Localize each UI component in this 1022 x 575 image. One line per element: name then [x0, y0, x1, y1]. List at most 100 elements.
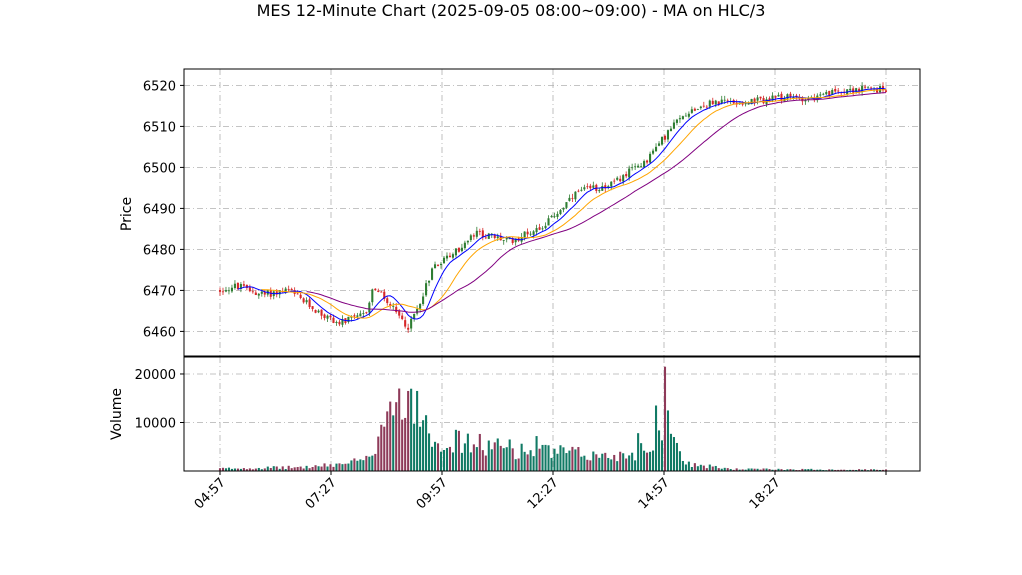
volume-bars: [218, 366, 888, 471]
candle-body: [852, 88, 855, 93]
volume-bar: [263, 468, 266, 471]
volume-bar: [395, 402, 398, 471]
candle-body: [825, 91, 828, 95]
volume-bar: [840, 469, 843, 471]
candle-body: [377, 290, 380, 292]
volume-bar: [505, 447, 508, 471]
candle-body: [657, 143, 661, 146]
volume-bar: [266, 466, 269, 471]
volume-bar: [254, 468, 257, 471]
candle-body: [714, 100, 717, 105]
volume-bar: [771, 469, 774, 471]
volume-bar: [622, 453, 625, 471]
candle-body: [425, 283, 428, 296]
candle-body: [221, 291, 225, 293]
volume-bar: [792, 469, 795, 471]
volume-bar: [218, 468, 222, 471]
volume-bar: [532, 456, 535, 471]
price-y-tick-label: 6510: [143, 120, 176, 135]
chart-title: MES 12-Minute Chart (2025-09-05 08:00~09…: [257, 1, 766, 20]
volume-bar: [855, 469, 858, 471]
volume-bar: [637, 433, 640, 471]
candle-body: [368, 302, 371, 313]
volume-bar: [454, 429, 457, 471]
volume-bar: [224, 468, 228, 471]
candle-body: [634, 166, 637, 168]
volume-bar: [816, 469, 819, 471]
volume-bar: [496, 438, 499, 471]
candle-body: [663, 135, 667, 140]
candle-body: [864, 86, 867, 88]
volume-bar: [878, 469, 882, 471]
volume-bar: [711, 466, 714, 471]
candle-body: [481, 230, 484, 238]
volume-bar: [640, 443, 643, 471]
candle-body: [565, 202, 568, 208]
volume-bar: [323, 463, 326, 471]
candle-body: [672, 122, 676, 129]
volume-bar: [819, 469, 822, 471]
candle-body: [239, 284, 242, 289]
candle-body: [230, 287, 233, 292]
volume-bar: [275, 466, 278, 471]
volume-bar: [493, 442, 496, 471]
volume-bar: [613, 454, 616, 471]
candle-body: [224, 290, 228, 292]
volume-bar: [601, 453, 604, 471]
candle-body: [649, 153, 652, 163]
candle-body: [753, 98, 756, 102]
volume-bar: [383, 426, 386, 471]
volume-bar: [625, 458, 628, 471]
candle-body: [583, 187, 586, 190]
candle-body: [795, 95, 798, 97]
candle-body: [759, 96, 762, 99]
volume-bar: [460, 452, 463, 471]
volume-bar: [448, 446, 452, 471]
volume-bar: [577, 447, 580, 471]
volume-bar: [317, 466, 320, 471]
volume-bar: [610, 459, 613, 471]
volume-bar: [221, 467, 225, 471]
candle-body: [502, 240, 505, 241]
volume-bar: [852, 469, 855, 471]
volume-bar: [281, 466, 284, 471]
candle-body: [720, 99, 723, 104]
candle-body: [660, 136, 664, 145]
volume-bar: [735, 468, 738, 471]
candle-body: [741, 103, 744, 105]
candle-body: [756, 97, 759, 101]
volume-bar: [248, 468, 251, 471]
candle-body: [553, 216, 556, 218]
candle-body: [383, 291, 386, 299]
price-y-ticks: 6460 6470 6480 6490 6500 6510 6520: [143, 79, 184, 340]
candle-body: [430, 268, 434, 280]
candle-body: [884, 90, 888, 92]
volume-bar: [428, 433, 431, 471]
candle-body: [505, 237, 508, 240]
candle-body: [439, 263, 443, 266]
candle-body: [726, 100, 729, 102]
volume-bar: [233, 468, 236, 471]
volume-bar: [786, 469, 789, 471]
volume-bar: [747, 468, 750, 471]
volume-bar: [861, 469, 864, 471]
candle-body: [819, 94, 822, 96]
candle-body: [747, 103, 750, 105]
candle-body: [260, 291, 263, 294]
volume-bar: [649, 451, 652, 471]
candle-body: [356, 315, 359, 317]
volume-bar: [720, 468, 723, 471]
candle-body: [263, 291, 266, 295]
price-y-tick-label: 6490: [143, 202, 176, 217]
candle-body: [460, 247, 463, 252]
candle-body: [410, 318, 413, 329]
volume-bar: [687, 461, 690, 471]
candle-body: [652, 150, 655, 154]
candle-body: [717, 101, 720, 105]
volume-bar: [875, 469, 879, 471]
candle-body: [568, 197, 571, 201]
x-tick-label: 14:57: [636, 475, 673, 512]
volume-bar: [643, 450, 646, 471]
volume-bar: [436, 443, 440, 471]
